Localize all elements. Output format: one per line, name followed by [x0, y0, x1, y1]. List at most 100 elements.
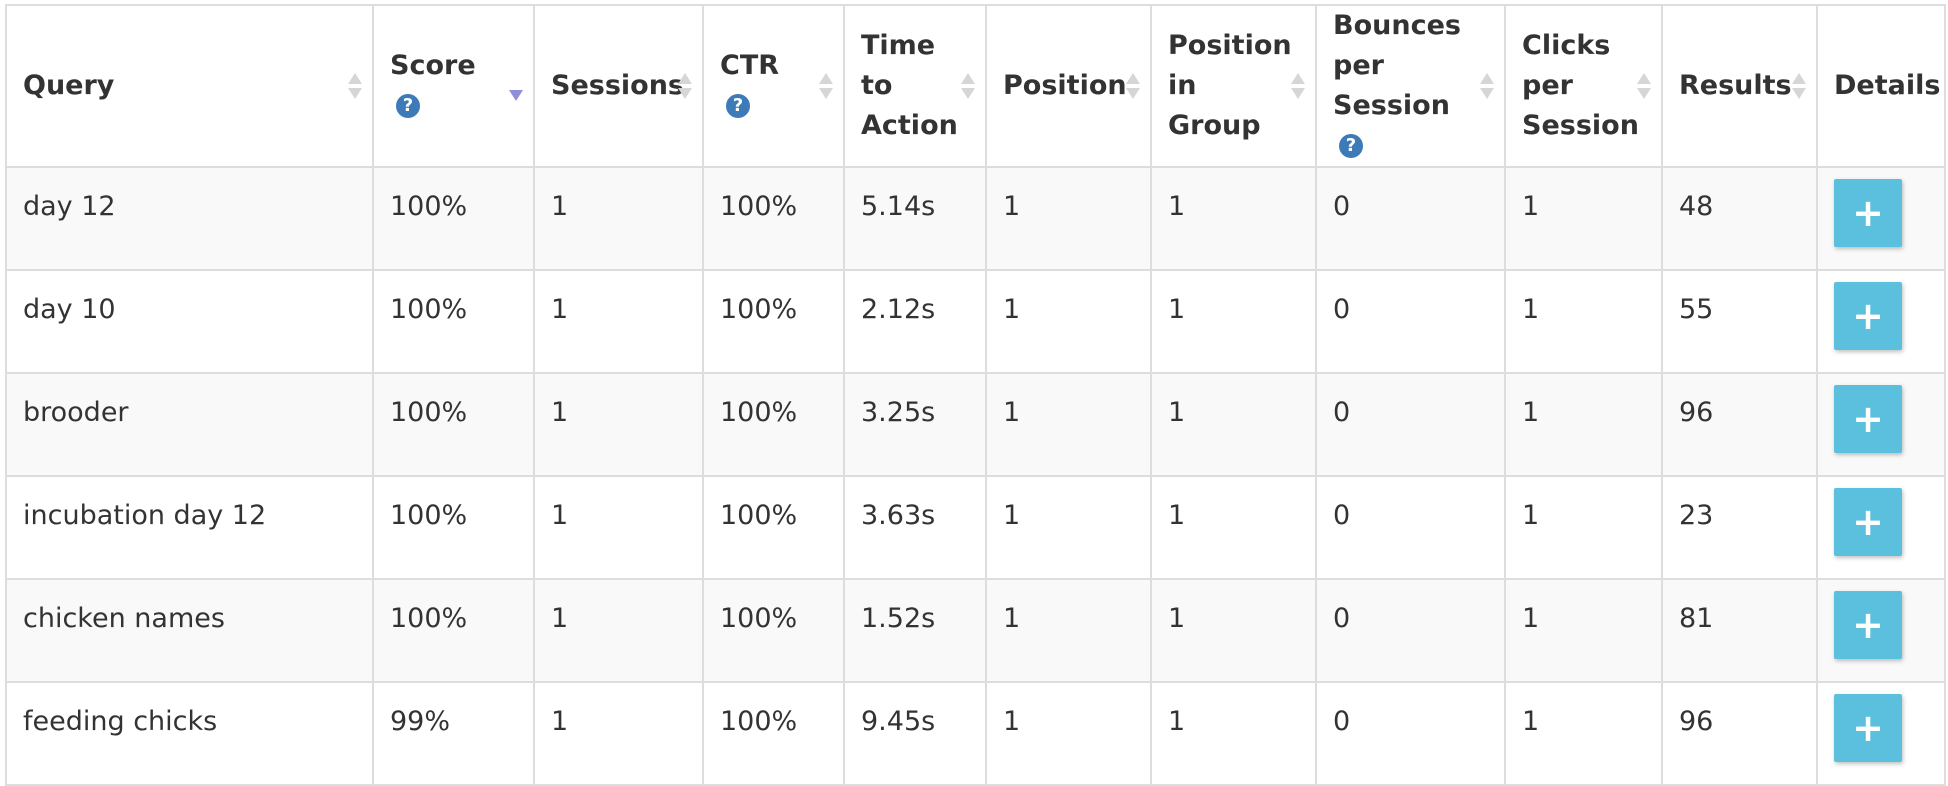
column-header-results[interactable]: Results [1661, 4, 1818, 168]
cell-clicks-per-session: 1 [1504, 166, 1663, 271]
cell-position-in-group: 1 [1150, 269, 1317, 374]
cell-time-to-action: 5.14s [843, 166, 987, 271]
table-row: feeding chicks 99% 1 100% 9.45s 1 1 0 1 96 + [5, 681, 1946, 786]
query-stats-table-container: Query Score? Sessions CTR? Time to Actio… [5, 4, 1946, 786]
sort-arrows-icon[interactable] [348, 71, 362, 101]
cell-sessions: 1 [533, 166, 704, 271]
cell-position-in-group: 1 [1150, 578, 1317, 683]
plus-icon: + [1852, 603, 1884, 647]
question-circle-icon[interactable]: ? [396, 94, 420, 118]
cell-clicks-per-session: 1 [1504, 372, 1663, 477]
cell-time-to-action: 3.25s [843, 372, 987, 477]
cell-bounces-per-session: 0 [1315, 681, 1506, 786]
show-details-button[interactable]: + [1834, 694, 1902, 762]
sort-arrows-icon[interactable] [819, 71, 833, 101]
cell-results: 81 [1661, 578, 1818, 683]
show-details-button[interactable]: + [1834, 179, 1902, 247]
cell-position-in-group: 1 [1150, 475, 1317, 580]
cell-query: brooder [5, 372, 374, 477]
cell-results: 96 [1661, 681, 1818, 786]
column-header-label: Score [390, 50, 476, 81]
cell-ctr: 100% [702, 475, 845, 580]
cell-score: 100% [372, 475, 535, 580]
sort-arrows-icon[interactable] [1291, 71, 1305, 101]
plus-icon: + [1852, 397, 1884, 441]
cell-position: 1 [985, 681, 1152, 786]
sort-arrows-icon[interactable] [1637, 71, 1651, 101]
column-header-score[interactable]: Score? [372, 4, 535, 168]
column-header-position[interactable]: Position [985, 4, 1152, 168]
cell-clicks-per-session: 1 [1504, 681, 1663, 786]
cell-results: 23 [1661, 475, 1818, 580]
sort-arrows-icon[interactable] [961, 71, 975, 101]
cell-query: day 10 [5, 269, 374, 374]
column-header-label: CTR [720, 50, 780, 81]
cell-details: + [1816, 578, 1946, 683]
cell-ctr: 100% [702, 578, 845, 683]
cell-score: 100% [372, 166, 535, 271]
column-header-ctr[interactable]: CTR? [702, 4, 845, 168]
column-header-label: Position in Group [1168, 30, 1292, 141]
table-header: Query Score? Sessions CTR? Time to Actio… [5, 4, 1946, 168]
cell-score: 100% [372, 372, 535, 477]
cell-bounces-per-session: 0 [1315, 269, 1506, 374]
show-details-button[interactable]: + [1834, 591, 1902, 659]
sort-arrows-icon[interactable] [678, 71, 692, 101]
table-row: incubation day 12 100% 1 100% 3.63s 1 1 0 1 23 + [5, 475, 1946, 580]
cell-score: 100% [372, 578, 535, 683]
cell-time-to-action: 9.45s [843, 681, 987, 786]
cell-query: day 12 [5, 166, 374, 271]
question-circle-icon[interactable]: ? [1339, 134, 1363, 158]
cell-results: 96 [1661, 372, 1818, 477]
cell-ctr: 100% [702, 166, 845, 271]
plus-icon: + [1852, 294, 1884, 338]
cell-results: 55 [1661, 269, 1818, 374]
column-header-label: Position [1003, 70, 1127, 101]
cell-clicks-per-session: 1 [1504, 578, 1663, 683]
table-row: brooder 100% 1 100% 3.25s 1 1 0 1 96 + [5, 372, 1946, 477]
plus-icon: + [1852, 500, 1884, 544]
cell-position-in-group: 1 [1150, 372, 1317, 477]
cell-clicks-per-session: 1 [1504, 269, 1663, 374]
cell-sessions: 1 [533, 578, 704, 683]
column-header-details: Details [1816, 4, 1946, 168]
column-header-position-in-group[interactable]: Position in Group [1150, 4, 1317, 168]
cell-query: chicken names [5, 578, 374, 683]
cell-bounces-per-session: 0 [1315, 475, 1506, 580]
show-details-button[interactable]: + [1834, 488, 1902, 556]
question-circle-icon[interactable]: ? [726, 94, 750, 118]
column-header-label: Results [1679, 70, 1792, 101]
show-details-button[interactable]: + [1834, 385, 1902, 453]
show-details-button[interactable]: + [1834, 282, 1902, 350]
cell-score: 100% [372, 269, 535, 374]
cell-details: + [1816, 372, 1946, 477]
sort-arrows-icon[interactable] [1126, 71, 1140, 101]
sort-arrows-icon[interactable] [1792, 71, 1806, 101]
cell-query: incubation day 12 [5, 475, 374, 580]
plus-icon: + [1852, 706, 1884, 750]
column-header-sessions[interactable]: Sessions [533, 4, 704, 168]
column-header-time-to-action[interactable]: Time to Action [843, 4, 987, 168]
cell-time-to-action: 3.63s [843, 475, 987, 580]
table-row: day 12 100% 1 100% 5.14s 1 1 0 1 48 + [5, 166, 1946, 271]
plus-icon: + [1852, 191, 1884, 235]
column-header-label: Query [23, 70, 115, 101]
cell-ctr: 100% [702, 372, 845, 477]
cell-details: + [1816, 166, 1946, 271]
cell-ctr: 100% [702, 681, 845, 786]
cell-query: feeding chicks [5, 681, 374, 786]
cell-position: 1 [985, 578, 1152, 683]
sort-desc-icon[interactable] [509, 71, 523, 101]
sort-arrows-icon[interactable] [1480, 71, 1494, 101]
query-stats-table: Query Score? Sessions CTR? Time to Actio… [5, 4, 1946, 786]
cell-position: 1 [985, 372, 1152, 477]
cell-bounces-per-session: 0 [1315, 166, 1506, 271]
column-header-bounces-per-session[interactable]: Bounces per Session? [1315, 4, 1506, 168]
column-header-clicks-per-session[interactable]: Clicks per Session [1504, 4, 1663, 168]
column-header-query[interactable]: Query [5, 4, 374, 168]
cell-position-in-group: 1 [1150, 166, 1317, 271]
cell-details: + [1816, 269, 1946, 374]
cell-position: 1 [985, 475, 1152, 580]
table-row: chicken names 100% 1 100% 1.52s 1 1 0 1 81 + [5, 578, 1946, 683]
cell-position: 1 [985, 269, 1152, 374]
